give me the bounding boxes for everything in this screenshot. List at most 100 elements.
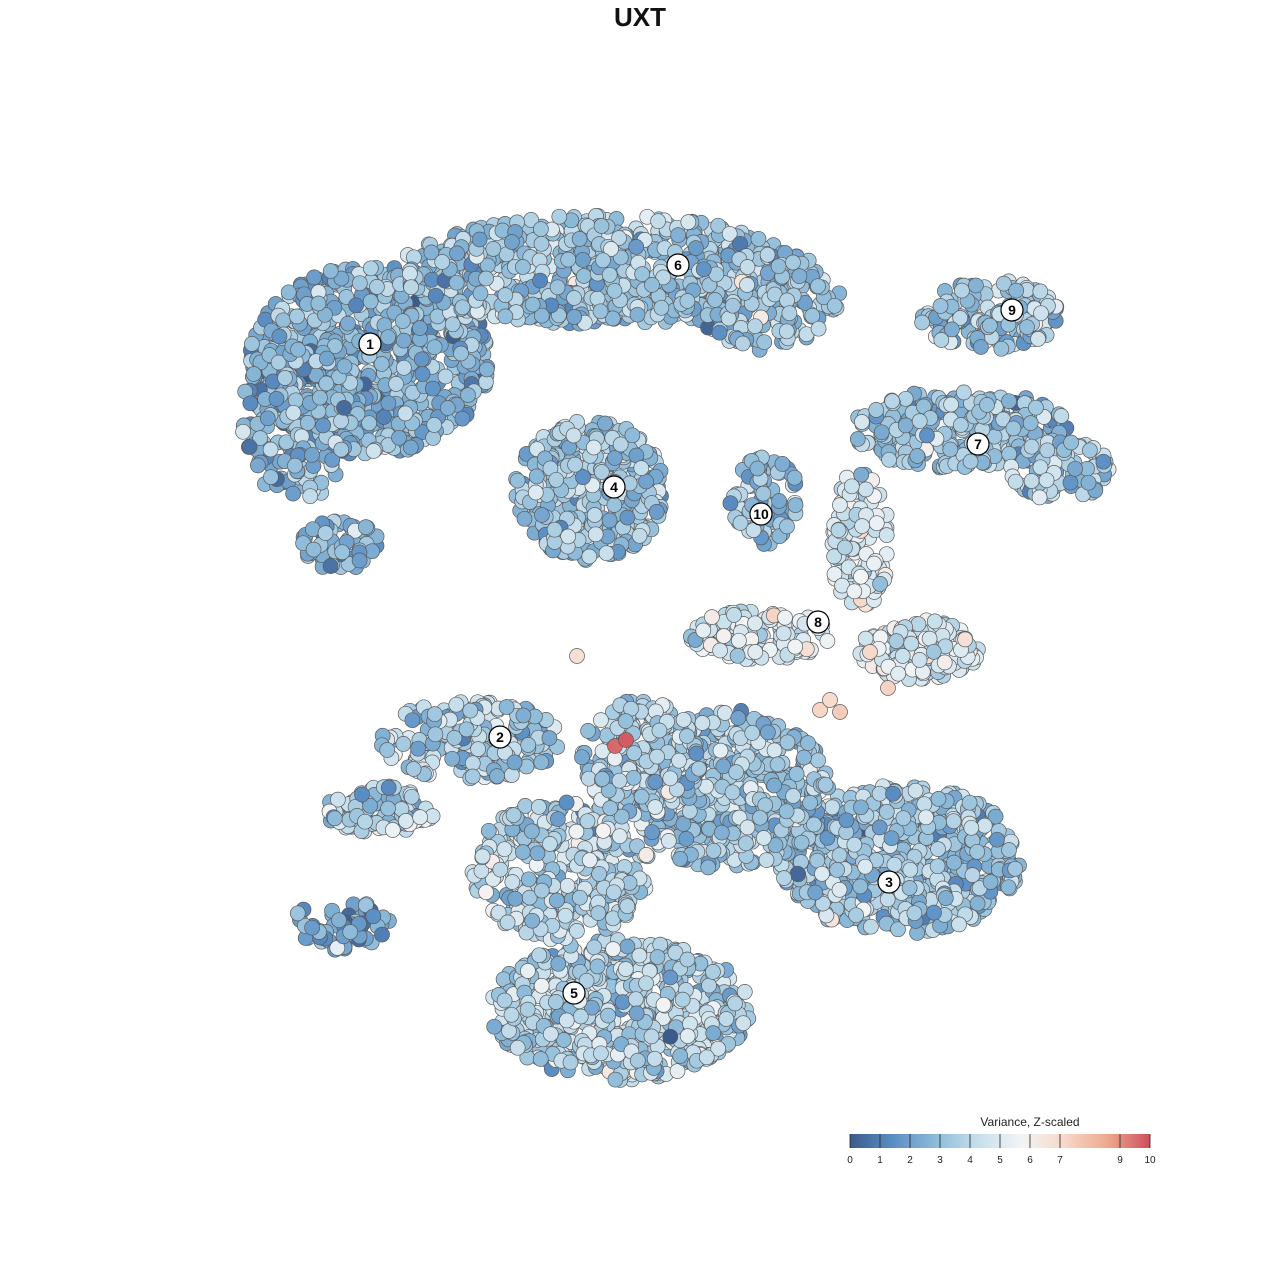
data-point (738, 835, 754, 852)
data-point (533, 235, 550, 252)
data-point (458, 721, 475, 738)
data-point (334, 544, 351, 561)
data-point (528, 468, 545, 485)
data-point (837, 539, 853, 556)
data-point (781, 305, 798, 322)
data-point (829, 862, 845, 878)
data-point (1005, 420, 1022, 437)
data-point (694, 715, 711, 731)
data-point (586, 507, 603, 523)
data-point (752, 809, 768, 826)
data-point (287, 457, 303, 474)
data-point (628, 239, 645, 255)
data-point (660, 833, 677, 849)
data-point (326, 810, 343, 827)
data-point (810, 278, 826, 295)
data-point (351, 552, 368, 569)
data-point (315, 417, 331, 434)
data-point (245, 366, 262, 382)
data-point (943, 396, 959, 413)
data-point (464, 768, 481, 785)
data-point (470, 741, 486, 757)
data-point (333, 270, 350, 287)
data-point (405, 761, 422, 777)
data-point (903, 635, 920, 652)
data-point (403, 279, 419, 296)
data-point (779, 292, 795, 309)
data-point (241, 439, 258, 455)
data-point (776, 870, 792, 886)
data-point (724, 297, 741, 314)
data-point (1007, 473, 1024, 490)
data-point (707, 292, 723, 308)
data-point (846, 583, 863, 600)
data-point (532, 272, 548, 289)
data-point (259, 410, 276, 427)
data-point (857, 630, 874, 647)
data-point (916, 796, 933, 813)
data-point (275, 312, 292, 329)
data-point (945, 813, 962, 830)
data-point (831, 881, 848, 898)
data-point (739, 259, 756, 275)
data-point (319, 350, 335, 367)
data-point (533, 221, 549, 237)
data-point (566, 290, 582, 306)
data-point (755, 485, 772, 502)
data-point (854, 414, 870, 430)
data-point (937, 890, 954, 906)
data-point (732, 515, 749, 531)
data-point (711, 324, 728, 341)
data-point (760, 724, 776, 741)
data-point (597, 415, 613, 432)
data-point (901, 880, 918, 896)
data-point (427, 287, 444, 304)
data-point (789, 865, 806, 882)
data-point (911, 413, 928, 429)
data-point (819, 633, 836, 649)
data-point (826, 297, 843, 314)
data-point (285, 404, 302, 421)
data-point (317, 525, 334, 541)
data-point (454, 299, 471, 316)
data-point (787, 497, 804, 513)
data-point (460, 387, 476, 403)
data-point (395, 332, 412, 349)
data-point (515, 707, 532, 724)
data-point (644, 277, 660, 293)
data-point (726, 607, 742, 623)
data-point (278, 434, 295, 451)
data-point (250, 457, 266, 474)
data-point (1039, 442, 1056, 459)
data-point (866, 555, 882, 572)
data-point (979, 397, 995, 413)
data-point (426, 417, 443, 433)
data-point (688, 240, 704, 256)
data-point (277, 370, 293, 386)
data-point (524, 296, 541, 313)
data-point (695, 261, 712, 278)
data-point (830, 522, 847, 539)
data-point (395, 736, 412, 752)
data-point (914, 314, 930, 331)
data-point (444, 750, 461, 767)
data-point (581, 548, 598, 565)
data-point (832, 497, 848, 513)
data-point (755, 830, 772, 846)
data-point (414, 366, 431, 382)
data-point (426, 706, 443, 722)
data-point (471, 231, 488, 248)
data-point (448, 696, 465, 713)
data-point (848, 907, 864, 924)
data-point (336, 399, 352, 416)
data-point (262, 441, 279, 458)
data-point (650, 213, 666, 230)
data-point (305, 541, 322, 558)
data-point (327, 338, 343, 354)
data-point (930, 841, 946, 857)
data-point (838, 812, 855, 829)
data-point (304, 446, 320, 463)
data-point (890, 665, 907, 682)
data-point (280, 284, 297, 301)
data-point (362, 260, 379, 277)
